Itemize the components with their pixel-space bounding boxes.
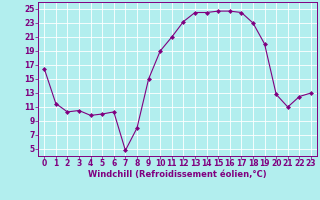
X-axis label: Windchill (Refroidissement éolien,°C): Windchill (Refroidissement éolien,°C) — [88, 170, 267, 179]
